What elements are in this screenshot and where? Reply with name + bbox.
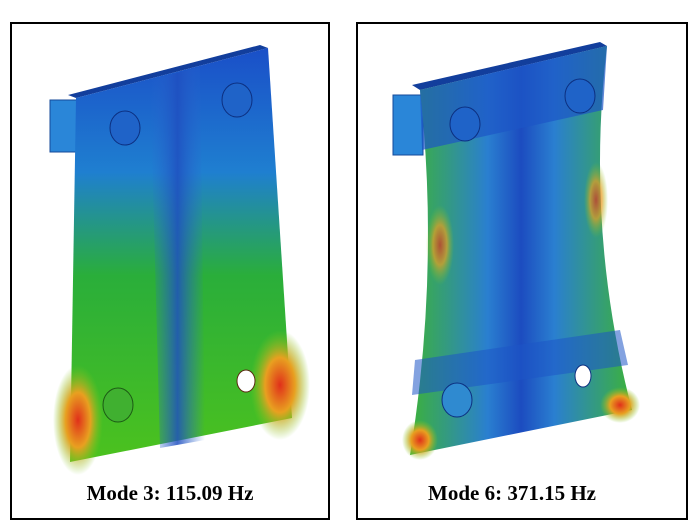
hot-zone — [584, 162, 608, 238]
plate-edge — [68, 45, 268, 98]
mode-shape-image — [392, 42, 640, 460]
bolt — [221, 82, 253, 118]
mode-shape-image — [49, 45, 310, 475]
hole — [574, 364, 592, 388]
bolt — [441, 382, 473, 418]
hot-zone — [402, 420, 438, 460]
hot-zone — [53, 365, 103, 475]
bracket — [49, 99, 81, 153]
bracket — [392, 94, 424, 156]
blue-zone — [412, 330, 628, 395]
caption: Mode 6: 371.15 Hz — [428, 481, 596, 505]
bolt — [102, 387, 134, 423]
hot-zone — [600, 387, 640, 423]
nodal-band — [150, 67, 205, 448]
plate-edge — [412, 42, 607, 90]
hot-zone — [426, 205, 454, 285]
bolt — [564, 78, 596, 114]
bolt — [449, 106, 481, 142]
caption: Mode 3: 115.09 Hz — [87, 481, 254, 505]
bolt — [109, 110, 141, 146]
hole — [236, 369, 256, 393]
hot-zone — [250, 330, 310, 440]
